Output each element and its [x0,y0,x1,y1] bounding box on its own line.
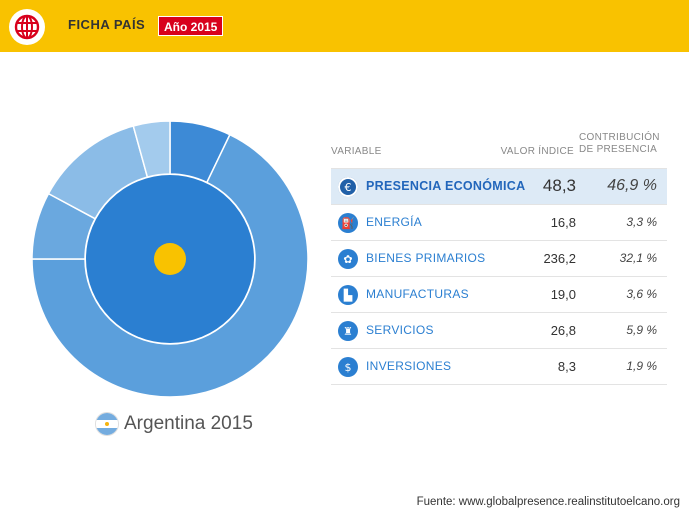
header-contribution: CONTRIBUCIÓN DE PRESENCIA [579,132,660,156]
row-value: 8,3 [557,359,576,374]
row-value: 48,3 [542,176,576,195]
presence-donut-chart [32,121,308,397]
header-contribution-line2: DE PRESENCIA [579,144,658,155]
row-contribution: 3,6 % [626,287,657,301]
header-contribution-line1: CONTRIBUCIÓN [579,132,660,143]
row-label[interactable]: BIENES PRIMARIOS [366,251,486,265]
table-row[interactable]: $ INVERSIONES 8,3 1,9 % [331,349,667,385]
row-contribution: 32,1 % [619,251,657,265]
table-row[interactable]: € PRESENCIA ECONÓMICA 48,3 46,9 % [331,169,667,205]
table-row[interactable]: ⛽ ENERGÍA 16,8 3,3 % [331,205,667,241]
donut-center-dot [154,243,186,275]
oil-rig-icon: ⛽ [338,213,358,233]
header-value: VALOR ÍNDICE [500,146,574,157]
header-variable: VARIABLE [331,146,382,157]
row-value: 236,2 [543,251,576,266]
source-credit: Fuente: www.globalpresence.realinstituto… [416,496,680,508]
country-name: Argentina 2015 [124,413,253,434]
donut-slice-inversiones[interactable] [132,121,171,178]
row-value: 26,8 [550,323,576,338]
country-label: Argentina 2015 [96,412,253,436]
table-row[interactable]: ♜ SERVICIOS 26,8 5,9 % [331,313,667,349]
row-value: 16,8 [550,215,576,230]
row-label[interactable]: INVERSIONES [366,359,452,373]
row-label[interactable]: SERVICIOS [366,323,434,337]
variables-table: VARIABLE VALOR ÍNDICE CONTRIBUCIÓN DE PR… [331,130,667,385]
table-row[interactable]: ▙ MANUFACTURAS 19,0 3,6 % [331,277,667,313]
page-title: FICHA PAÍS [68,17,146,32]
row-contribution: 46,9 % [607,177,657,194]
row-contribution: 3,3 % [626,215,657,229]
row-label[interactable]: ENERGÍA [366,215,423,229]
table-row[interactable]: ✿ BIENES PRIMARIOS 236,2 32,1 % [331,241,667,277]
table-header: VARIABLE VALOR ÍNDICE CONTRIBUCIÓN DE PR… [331,130,667,169]
investment-icon: $ [338,357,358,377]
row-value: 19,0 [550,287,576,302]
header-bar: FICHA PAÍS Año 2015 [0,0,689,52]
donut-slice-bienes-primarios[interactable] [32,133,308,397]
argentina-flag-icon [96,413,118,435]
row-label[interactable]: PRESENCIA ECONÓMICA [366,179,526,193]
row-contribution: 1,9 % [626,359,657,373]
wheat-icon: ✿ [338,249,358,269]
row-label[interactable]: MANUFACTURAS [366,287,469,301]
globe-logo-icon [9,9,45,45]
euro-icon: € [338,177,358,197]
year-badge: Año 2015 [158,16,224,36]
factory-icon: ▙ [338,285,358,305]
row-contribution: 5,9 % [626,323,657,337]
services-icon: ♜ [338,321,358,341]
